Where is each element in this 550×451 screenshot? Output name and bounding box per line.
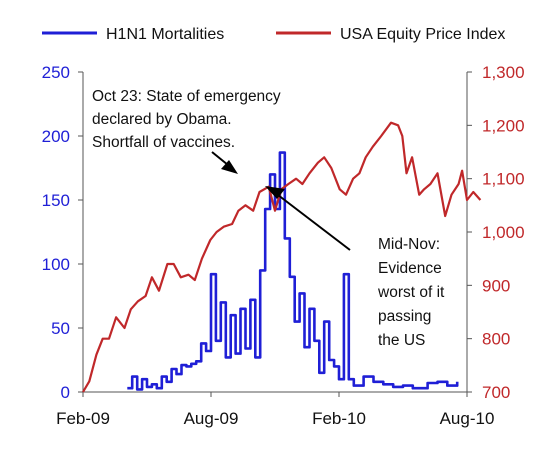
annotation-line: Oct 23: State of emergency [92, 88, 281, 105]
x-tick-label: Feb-10 [312, 409, 366, 428]
left-tick-label: 100 [42, 255, 70, 274]
annotation-arrow-shaft [277, 194, 351, 251]
annotation-line: Mid-Nov: [378, 236, 440, 253]
left-axis-ticks: 0 50 100 150 200 250 [42, 63, 83, 402]
annotation-line: Shortfall of vaccines. [92, 134, 235, 151]
right-tick-label: 1,100 [482, 170, 525, 189]
x-tick-label: Aug-10 [440, 409, 495, 428]
right-axis-ticks: 700 800 900 1,000 1,100 1,200 1,300 [467, 63, 525, 402]
right-tick-label: 700 [482, 383, 510, 402]
annotation-arrow-shaft [211, 151, 229, 166]
annotation-mid-nov: Mid-Nov: Evidence worst of it passing th… [377, 236, 449, 349]
right-tick-label: 1,300 [482, 63, 525, 82]
right-tick-label: 1,200 [482, 116, 525, 135]
x-axis-ticks: Feb-09 Aug-09 Feb-10 Aug-10 [56, 392, 494, 428]
right-tick-label: 800 [482, 330, 510, 349]
annotation-line: passing [378, 308, 431, 325]
right-tick-label: 900 [482, 276, 510, 295]
annotation-arrowhead [265, 186, 285, 199]
series-layer [82, 121, 482, 393]
x-tick-label: Feb-09 [56, 409, 110, 428]
annotation-line: the US [378, 332, 425, 349]
left-tick-label: 0 [61, 383, 70, 402]
series-line-h1n1-mortalities [127, 151, 459, 391]
annotation-line: worst of it [377, 284, 445, 301]
legend: H1N1 Mortalities USA Equity Price Index [42, 26, 505, 43]
axes: 0 50 100 150 200 250 700 800 900 1,000 1,100 1,200… [42, 63, 525, 428]
annotations: Oct 23: State of emergency declared by O… [92, 88, 449, 349]
annotation-line: Evidence [378, 260, 442, 277]
annotation-state-of-emergency: Oct 23: State of emergency declared by O… [92, 88, 285, 151]
legend-label-h1n1: H1N1 Mortalities [106, 26, 224, 43]
left-tick-label: 250 [42, 63, 70, 82]
x-tick-label: Aug-09 [184, 409, 239, 428]
left-tick-label: 200 [42, 127, 70, 146]
left-tick-label: 150 [42, 191, 70, 210]
right-tick-label: 1,000 [482, 223, 525, 242]
legend-label-equity: USA Equity Price Index [340, 26, 505, 43]
series-line-usa-equity-index [82, 121, 482, 393]
annotation-arrowhead [221, 160, 238, 174]
left-tick-label: 50 [51, 319, 70, 338]
annotation-line: declared by Obama. [92, 111, 232, 128]
